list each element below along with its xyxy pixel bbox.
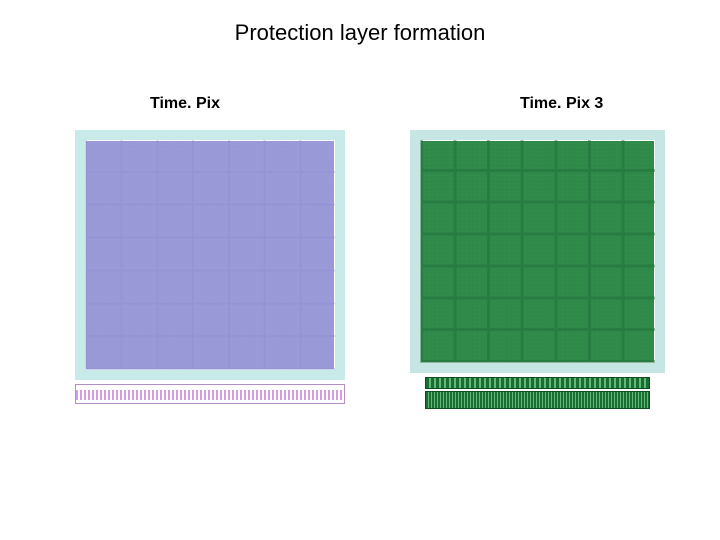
timepix-chip-core [85,140,335,370]
timepix3-chip [410,130,665,373]
timepix-periphery [75,384,345,404]
page-title: Protection layer formation [235,20,486,46]
timepix3-periphery-top [425,377,650,389]
left-panel-label: Time. Pix [150,95,220,113]
timepix-chip [75,130,345,380]
timepix3-periphery-bottom [425,391,650,409]
timepix-periphery-stripes [76,390,344,400]
timepix3-chip-major-grid [420,140,655,363]
timepix-chip-major-grid [85,140,335,370]
timepix3-chip-core [420,140,655,363]
right-panel-label: Time. Pix 3 [520,95,603,113]
